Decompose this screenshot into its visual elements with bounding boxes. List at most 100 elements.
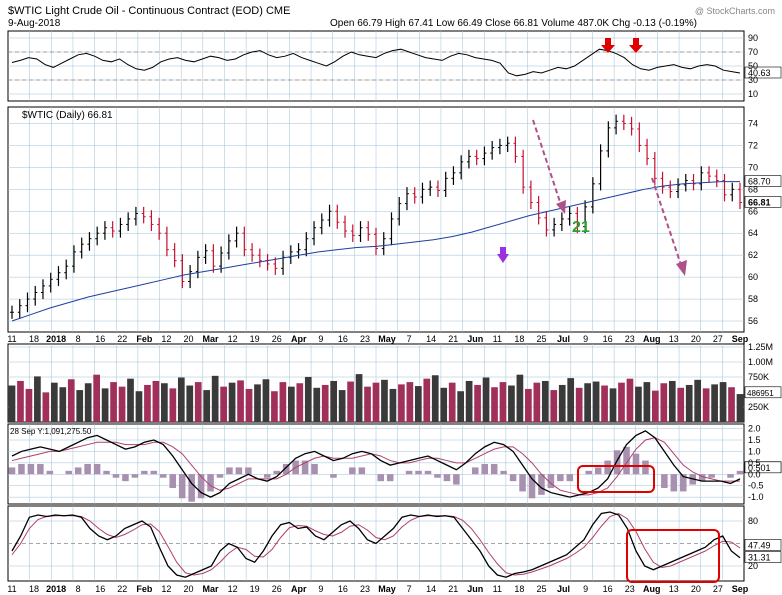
- volume-bar: [728, 387, 735, 422]
- volume-bar: [465, 380, 473, 422]
- volume-bar: [584, 383, 591, 422]
- cycle-label-21: 21: [572, 219, 590, 236]
- volume-bar: [169, 388, 177, 422]
- volume-bar: [431, 375, 439, 422]
- price-last-label: 68.70: [748, 177, 771, 187]
- volume-bar: [194, 382, 202, 422]
- y-tick-label: 10: [748, 89, 758, 99]
- x-tick-label: 26: [272, 584, 282, 594]
- x-tick-label: 23: [360, 334, 370, 344]
- volume-bar: [711, 384, 718, 422]
- macd-hist-bar: [632, 453, 640, 475]
- y-tick-label: 56: [748, 316, 758, 326]
- x-tick-label: Aug: [643, 584, 661, 594]
- y-tick-label: 1.5: [748, 435, 761, 445]
- macd-hist-bar: [708, 474, 715, 478]
- volume-last-label: 486951: [747, 389, 774, 398]
- macd-hist-bar: [301, 460, 309, 475]
- volume-bar: [499, 382, 507, 422]
- y-tick-label: 64: [748, 228, 758, 238]
- stoch-k-line: [11, 511, 741, 578]
- macd-hist-bar: [264, 474, 271, 478]
- volume-bar: [42, 392, 50, 422]
- x-tick-label: 20: [183, 584, 193, 594]
- volume-bar: [541, 380, 549, 422]
- y-tick-label: 80: [748, 516, 758, 526]
- x-tick-label: 20: [691, 584, 701, 594]
- x-tick-label: 12: [161, 334, 171, 344]
- price-last-label: 66.81: [748, 197, 771, 207]
- y-tick-label: 1.00M: [748, 357, 773, 367]
- volume-bar: [474, 384, 481, 422]
- volume-bar: [457, 391, 464, 422]
- price-last-box: [744, 196, 782, 208]
- x-tick-label: 18: [514, 584, 524, 594]
- volume-bar: [448, 382, 456, 422]
- x-tick-label: 26: [272, 334, 282, 344]
- macd-hist-bar: [37, 464, 44, 475]
- red-arrow: [601, 45, 615, 53]
- x-tick-label: 18: [514, 334, 524, 344]
- volume-bar: [558, 384, 566, 422]
- stoch-last-box: [744, 539, 782, 551]
- macd-hist-bar: [736, 470, 744, 475]
- macd-signal-line: [11, 437, 740, 496]
- volume-bar: [347, 381, 354, 422]
- x-tick-label: 11: [7, 334, 16, 344]
- macd-hist-bar: [434, 474, 441, 478]
- ohlc-summary: Open 66.79 High 67.41 Low 66.49 Close 66…: [330, 18, 697, 29]
- macd-hist-bar: [112, 474, 120, 478]
- volume-bar: [736, 394, 744, 422]
- macd-hist-bar: [443, 474, 451, 482]
- rsi-last-box: [744, 66, 782, 79]
- x-tick-label: 16: [603, 334, 613, 344]
- macd-hist-bar: [178, 474, 186, 499]
- chart-title: $WTIC Light Crude Oil - Continuous Contr…: [8, 5, 290, 17]
- macd-hist-bar: [613, 450, 621, 475]
- x-tick-label: 25: [536, 584, 546, 594]
- macd-hist-bar: [490, 464, 498, 475]
- macd-hist-bar: [585, 470, 592, 475]
- macd-hist-bar: [547, 474, 555, 488]
- x-tick-label: 7: [407, 584, 412, 594]
- volume-bar: [220, 386, 227, 422]
- volume-bar: [203, 390, 211, 422]
- x-tick-label: 14: [426, 584, 436, 594]
- stoch-d-line: [11, 512, 741, 576]
- rsi-panel: 40.63: [8, 48, 782, 81]
- x-tick-label: 13: [669, 334, 679, 344]
- x-tick-label: 12: [228, 584, 238, 594]
- macd-line: [11, 430, 741, 498]
- macd-hist-bar: [424, 470, 432, 475]
- volume-bar: [93, 374, 100, 422]
- x-tick-label: 2018: [46, 334, 66, 344]
- volume-bar: [694, 379, 702, 422]
- x-tick-label: 19: [250, 584, 260, 594]
- macd-hist-bar: [377, 474, 384, 482]
- volume-bar: [423, 378, 431, 422]
- macd-hist-bar: [642, 460, 649, 475]
- macd-hist-bar: [74, 467, 82, 475]
- y-tick-label: 70: [748, 162, 758, 172]
- x-tick-label: 9: [583, 584, 588, 594]
- volume-bar: [668, 380, 676, 422]
- x-tick-label: 8: [76, 334, 81, 344]
- x-tick-label: 9: [318, 584, 323, 594]
- macd-hist-bar: [93, 464, 101, 475]
- macd-hist-bar: [386, 474, 394, 482]
- volume-panel: 486951: [8, 374, 782, 422]
- volume-bar: [609, 388, 617, 422]
- x-tick-label: 22: [117, 334, 127, 344]
- volume-bar: [338, 390, 346, 422]
- macd-hist-bar: [197, 474, 205, 499]
- watermark: @ StockCharts.com: [695, 6, 775, 16]
- y-tick-label: 60: [748, 272, 758, 282]
- stoch-highlight-box: [626, 529, 720, 583]
- macd-hist-bar: [235, 467, 243, 475]
- price-series-label: $WTIC (Daily) 66.81: [22, 110, 113, 121]
- x-tick-label: Feb: [136, 584, 153, 594]
- macd-hist-bar: [273, 470, 280, 475]
- volume-bar: [101, 388, 109, 422]
